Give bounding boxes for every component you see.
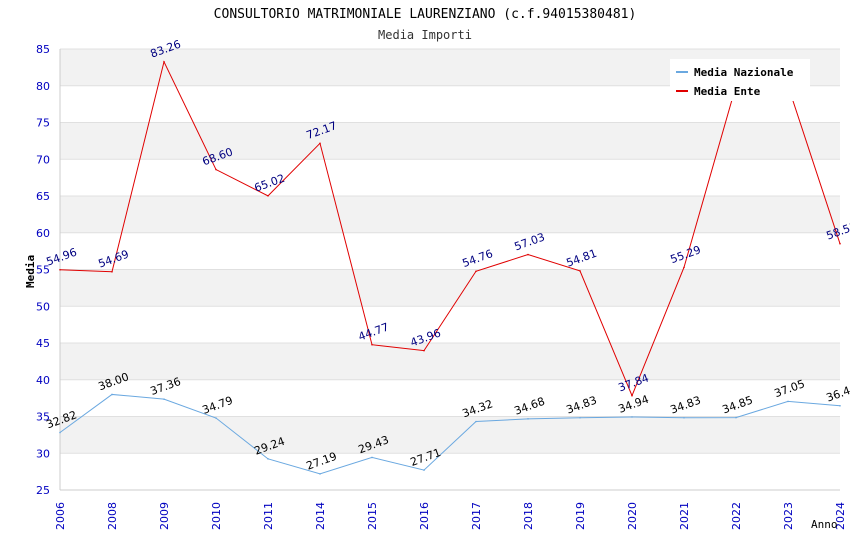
data-point [423,469,425,471]
data-point [371,343,373,346]
x-tick-label: 2023 [782,502,795,530]
data-point [475,270,477,273]
x-tick-label: 2009 [158,502,171,530]
x-tick-label: 2020 [626,502,639,530]
data-point [579,270,581,272]
grid-band [60,343,840,380]
legend: Media Nazionale Media Ente [670,59,810,101]
data-point [319,473,321,475]
series-line-media-ente [59,60,841,397]
y-tick-label: 25 [36,484,50,497]
data-point [735,416,737,419]
data-point [423,349,425,352]
y-tick-label: 40 [36,374,50,387]
x-tick-label: 2018 [522,502,535,530]
data-point [215,417,217,419]
x-tick-label: 2008 [106,502,119,530]
x-tick-label: 2015 [366,502,379,530]
x-tick-label: 2024 [834,502,847,530]
y-tick-label: 65 [36,190,50,203]
x-tick-label: 2006 [54,502,67,530]
legend-label: Media Nazionale [694,66,794,79]
y-tick-label: 70 [36,153,50,166]
x-tick-label: 2016 [418,502,431,530]
data-point [787,400,789,403]
data-point [631,416,633,418]
data-point [631,394,633,397]
x-axis-title: Anno [811,518,838,531]
x-tick-label: 2014 [314,502,327,530]
data-point [215,168,217,171]
grid-band [60,416,840,454]
data-point [579,416,581,419]
data-point [163,398,165,400]
series-lines [59,60,841,475]
grid-band [60,379,840,417]
grid-band [60,269,840,307]
grid-band [60,196,840,233]
data-point [527,418,529,420]
x-tick-label: 2010 [210,502,223,530]
y-tick-label: 60 [36,227,50,240]
data-point [527,253,529,256]
x-tick-label: 2021 [678,502,691,530]
data-point [267,195,269,197]
data-point [839,242,841,245]
y-tick-label: 85 [36,43,50,56]
y-tick-labels: 25 30 35 40 45 50 55 60 65 70 75 80 85 [36,43,50,497]
grid-band [60,453,840,490]
y-tick-label: 45 [36,337,50,350]
y-tick-label: 80 [36,80,50,93]
grid-band [60,122,840,160]
data-point [683,266,685,269]
data-point [319,142,321,145]
data-point [839,404,841,407]
grid-band [60,159,840,196]
y-tick-label: 50 [36,300,50,313]
data-point [111,270,113,273]
data-point [371,456,373,459]
legend-box [670,59,810,101]
data-point [683,416,685,419]
x-tick-label: 2011 [262,502,275,530]
grid-band [60,306,840,343]
data-point [475,420,477,423]
chart-title: CONSULTORIO MATRIMONIALE LAURENZIANO (c.… [214,7,637,22]
data-point [267,458,269,460]
data-point [59,431,61,434]
chart-subtitle: Media Importi [378,28,472,42]
y-tick-label: 30 [36,447,50,460]
grid-band [60,232,840,270]
y-axis-title: Media [24,255,37,288]
legend-label: Media Ente [694,85,761,98]
y-tick-label: 35 [36,411,50,424]
data-point [59,268,61,271]
y-tick-label: 75 [36,117,50,130]
data-point [111,393,113,396]
x-tick-label: 2017 [470,502,483,530]
x-tick-label: 2022 [730,502,743,530]
background-bands [60,49,840,490]
x-tick-labels: 2006 2008 2009 2010 2011 2014 2015 2016 2017 2018… [54,502,847,530]
y-tick-label: 55 [36,264,50,277]
data-point [163,60,165,63]
x-tick-label: 2019 [574,502,587,530]
series-line-media-nazionale [59,393,841,475]
